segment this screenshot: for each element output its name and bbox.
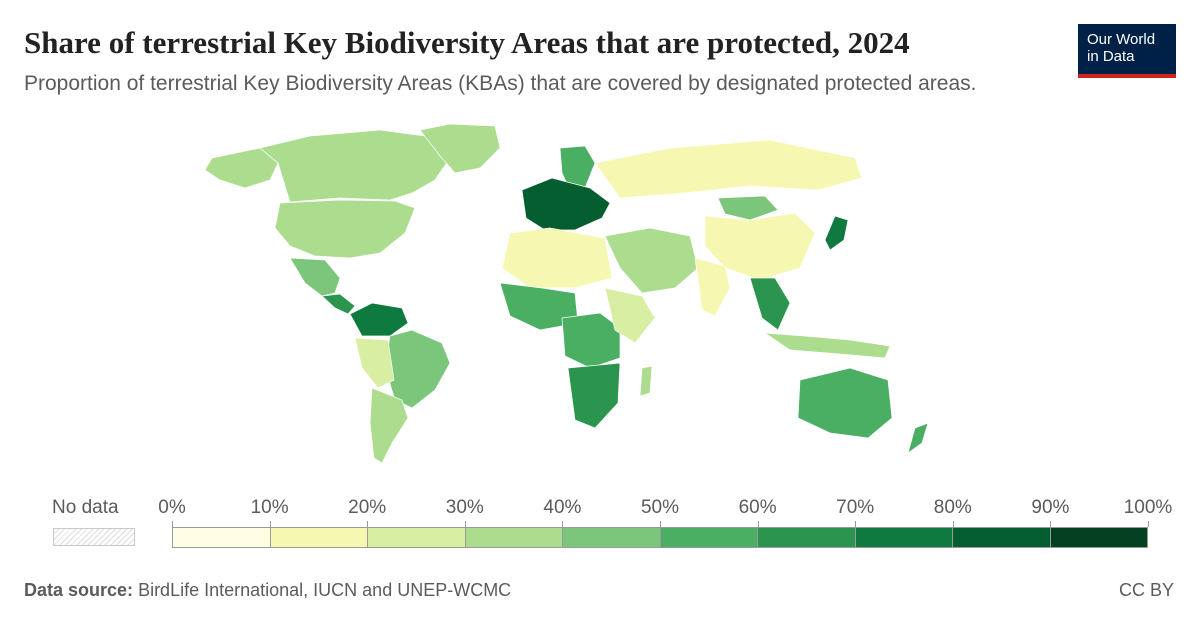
legend-tick-label: 30%	[445, 497, 484, 518]
legend-tick-label: 40%	[543, 497, 582, 518]
region-southern-africa[interactable]	[567, 362, 621, 429]
region-greenland[interactable]	[419, 123, 501, 174]
region-canada[interactable]	[259, 129, 451, 203]
legend-tick-label: 60%	[738, 497, 777, 518]
region-peru-bolivia[interactable]	[354, 337, 395, 389]
region-brazil[interactable]	[384, 329, 451, 409]
legend-bin-2[interactable]	[368, 527, 466, 548]
logo-accent-bar	[1078, 74, 1176, 78]
data-source-label: Data source:	[24, 580, 134, 600]
legend-tick-label: 80%	[933, 497, 972, 518]
legend-tick-mark	[464, 521, 466, 527]
data-source-text[interactable]: BirdLife International, IUCN and UNEP-WC…	[138, 580, 512, 600]
legend-bin-9[interactable]	[1050, 527, 1148, 548]
legend-tick-mark	[1050, 521, 1052, 527]
legend-tick-label: 10%	[250, 497, 289, 518]
region-argentina-chile[interactable]	[369, 387, 409, 464]
owid-logo[interactable]: Our World in Data	[1078, 24, 1176, 78]
legend-tick-label: 90%	[1031, 497, 1070, 518]
region-china[interactable]	[704, 212, 816, 281]
legend-bin-8[interactable]	[953, 527, 1051, 548]
legend-bin-6[interactable]	[758, 527, 856, 548]
data-source: Data source: BirdLife International, IUC…	[24, 580, 511, 601]
region-japan[interactable]	[824, 215, 849, 251]
region-mexico[interactable]	[289, 257, 341, 297]
region-india[interactable]	[694, 257, 731, 317]
region-southeast-asia[interactable]	[749, 277, 791, 331]
legend-bin-1[interactable]	[270, 527, 368, 548]
legend-tick-mark	[367, 521, 369, 527]
legend-bin-5[interactable]	[660, 527, 758, 548]
logo-line-2: in Data	[1087, 48, 1135, 65]
legend-bin-4[interactable]	[563, 527, 661, 548]
legend-tick-mark	[757, 521, 759, 527]
legend-tick-mark	[952, 521, 954, 527]
region-mongolia[interactable]	[717, 195, 779, 221]
region-united-states[interactable]	[274, 199, 416, 259]
license[interactable]: CC BY	[1118, 580, 1174, 600]
legend-tick-label: 100%	[1123, 497, 1173, 518]
legend-tick-mark	[660, 521, 661, 527]
legend-no-data-swatch[interactable]	[53, 528, 135, 546]
chart-title: Share of terrestrial Key Biodiversity Ar…	[24, 25, 910, 60]
region-colombia-venezuela[interactable]	[349, 302, 409, 337]
chart-subtitle: Proportion of terrestrial Key Biodiversi…	[24, 72, 977, 95]
world-map	[204, 123, 929, 464]
region-central-america[interactable]	[321, 293, 356, 315]
legend-tick-mark	[1148, 521, 1149, 527]
legend-tick-label: 70%	[836, 497, 875, 518]
legend-no-data-label: No data	[52, 497, 119, 518]
logo-line-1: Our World	[1087, 31, 1156, 48]
region-australia[interactable]	[797, 367, 893, 439]
legend-tick-label: 20%	[348, 497, 387, 518]
legend-tick-mark	[855, 521, 857, 527]
legend-tick-mark	[269, 521, 271, 527]
region-new-zealand[interactable]	[907, 422, 929, 454]
legend-tick-label: 50%	[640, 497, 680, 518]
legend-bin-0[interactable]	[172, 527, 271, 548]
region-east-africa[interactable]	[604, 287, 656, 344]
region-central-africa[interactable]	[561, 312, 621, 369]
region-middle-east[interactable]	[604, 227, 699, 294]
legend-bin-7[interactable]	[855, 527, 953, 548]
legend-tick-mark	[172, 521, 173, 527]
legend-tick-mark	[562, 521, 564, 527]
region-russia[interactable]	[594, 139, 863, 199]
legend-tick-label: 0%	[158, 497, 186, 518]
legend-bin-3[interactable]	[465, 527, 563, 548]
region-western-europe[interactable]	[521, 177, 611, 231]
region-north-africa[interactable]	[501, 227, 613, 289]
region-indonesia[interactable]	[763, 332, 891, 359]
legend-color-scale	[172, 527, 1148, 548]
region-madagascar[interactable]	[639, 365, 653, 397]
